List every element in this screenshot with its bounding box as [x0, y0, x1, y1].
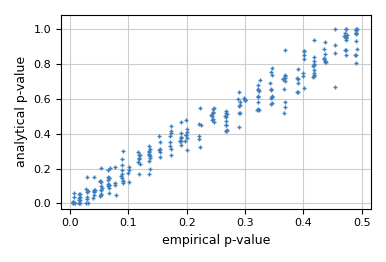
Y-axis label: analytical p-value: analytical p-value [15, 56, 28, 167]
X-axis label: empirical p-value: empirical p-value [162, 234, 270, 247]
